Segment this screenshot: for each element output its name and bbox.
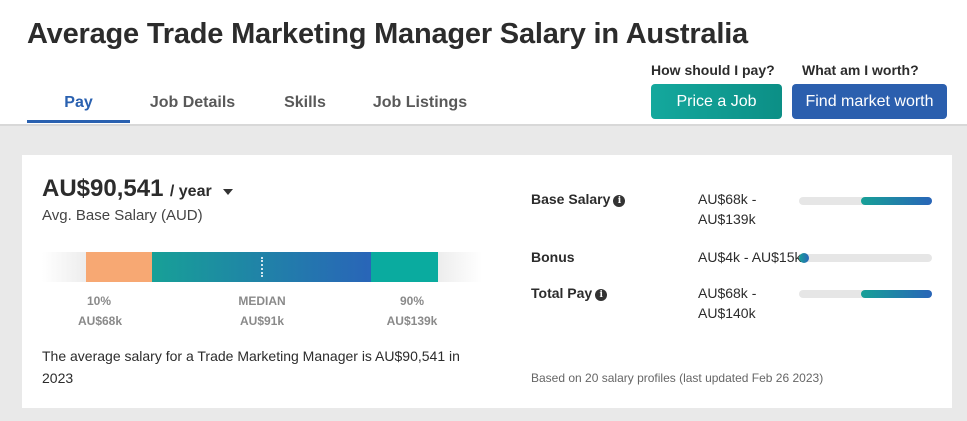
find-market-worth-button[interactable]: Find market worth (792, 84, 947, 119)
info-icon[interactable]: i (595, 289, 608, 301)
pay-period-selector[interactable]: / year (169, 183, 212, 200)
tick-label: 10% (86, 294, 112, 308)
base-salary-bar (799, 197, 932, 205)
value-line: AU$4k - AU$15k (698, 249, 802, 265)
salary-amount: AU$90,541 (42, 175, 164, 202)
total-pay-bar-fill (861, 290, 932, 298)
base-salary-bar-fill (861, 197, 932, 205)
tick-value: AU$139k (386, 314, 438, 328)
tab-job-listings[interactable]: Job Listings (372, 94, 468, 111)
page-title: Average Trade Marketing Manager Salary i… (27, 18, 748, 50)
salary-card: AU$90,541 / year Avg. Base Salary (AUD) … (22, 155, 952, 408)
salary-amount-row: AU$90,541 / year (42, 175, 234, 203)
base-salary-value: AU$68k - AU$139k (698, 189, 756, 229)
value-line: AU$139k (698, 211, 756, 227)
info-icon[interactable]: i (613, 195, 626, 207)
footnote: Based on 20 salary profiles (last update… (531, 371, 824, 385)
value-line: AU$68k - (698, 191, 757, 207)
median-marker (261, 257, 263, 277)
price-question: How should I pay? (651, 62, 775, 78)
range-segment-high (371, 252, 438, 282)
row-label-text: Bonus (531, 249, 575, 265)
tab-job-details[interactable]: Job Details (149, 94, 236, 111)
value-line: AU$68k - (698, 285, 757, 301)
bonus-label: Bonus (531, 249, 575, 265)
bonus-value: AU$4k - AU$15k (698, 247, 802, 267)
total-pay-label: Total Pay i (531, 285, 608, 301)
tick-value: AU$68k (78, 314, 123, 328)
tick-value: AU$91k (239, 314, 285, 328)
base-salary-label: Base Salary i (531, 191, 626, 207)
tab-pay[interactable]: Pay (27, 86, 130, 123)
range-tick-median: MEDIAN AU$91k (227, 291, 297, 331)
row-label-text: Total Pay (531, 285, 593, 301)
total-pay-bar (799, 290, 932, 298)
value-line: AU$140k (698, 305, 756, 321)
caret-down-icon[interactable] (223, 188, 234, 195)
range-segment-low (86, 252, 152, 282)
tab-skills[interactable]: Skills (284, 94, 326, 111)
range-tick-90: 90% AU$139k (377, 291, 447, 331)
worth-question: What am I worth? (802, 62, 919, 78)
price-a-job-button[interactable]: Price a Job (651, 84, 782, 119)
salary-caption: Avg. Base Salary (AUD) (42, 207, 203, 224)
row-label-text: Base Salary (531, 191, 611, 207)
salary-range-bar (42, 252, 482, 282)
tick-label: 90% (399, 294, 425, 308)
price-a-job-group: How should I pay? Price a Job (651, 62, 782, 119)
tick-label: MEDIAN (238, 294, 286, 308)
range-tick-10: 10% AU$68k (78, 291, 123, 331)
bonus-bar-marker (799, 253, 809, 263)
tab-bar: Pay Job Details Skills Job Listings (27, 86, 485, 124)
salary-summary: The average salary for a Trade Marketing… (42, 348, 460, 386)
total-pay-value: AU$68k - AU$140k (698, 283, 756, 323)
market-worth-group: What am I worth? Find market worth (792, 62, 947, 119)
bonus-bar (799, 253, 932, 263)
